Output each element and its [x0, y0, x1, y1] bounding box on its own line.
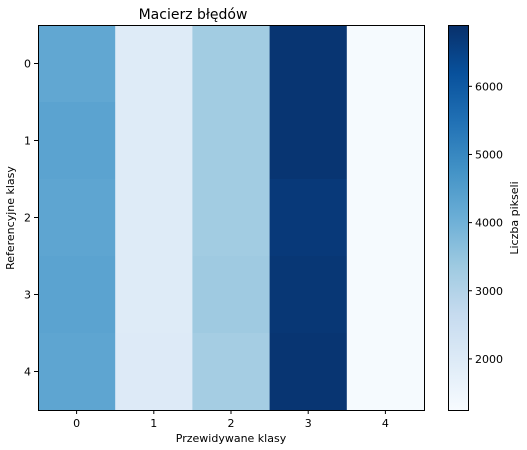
heatmap-cell — [115, 179, 193, 257]
heatmap-cell — [38, 256, 116, 334]
heatmap-cell — [192, 102, 271, 180]
heatmap-cell — [38, 333, 116, 411]
heatmap-cell — [346, 179, 425, 257]
y-tick-label: 1 — [24, 135, 31, 148]
heatmap-cell — [115, 333, 193, 411]
heatmap-cell — [38, 102, 116, 180]
colorbar — [448, 25, 469, 411]
x-axis-label: Przewidywane klasy — [176, 432, 287, 445]
heatmap-cell — [192, 333, 271, 411]
heatmap-cell — [269, 179, 348, 257]
heatmap-cell — [115, 25, 193, 103]
heatmap-cell — [192, 25, 271, 103]
y-tick-label: 0 — [24, 58, 31, 71]
colorbar-tick-label: 6000 — [475, 80, 503, 93]
y-axis-label: Referencyjne klasy — [4, 166, 17, 270]
chart-title: Macierz błędów — [139, 7, 248, 23]
colorbar-tick-label: 4000 — [475, 217, 503, 230]
y-tick-label: 3 — [24, 289, 31, 302]
y-tick-label: 4 — [24, 366, 31, 379]
x-tick-label: 0 — [73, 417, 80, 430]
colorbar-tick-label: 5000 — [475, 148, 503, 161]
colorbar-tick-label: 2000 — [475, 353, 503, 366]
heatmap-cell — [346, 25, 425, 103]
heatmap-cell — [192, 256, 271, 334]
heatmap-cell — [346, 256, 425, 334]
heatmap-cell — [115, 102, 193, 180]
heatmap-cell — [269, 102, 348, 180]
heatmap-cell — [38, 25, 116, 103]
colorbar-label: Liczba pikseli — [508, 181, 521, 254]
heatmap-cell — [269, 256, 348, 334]
x-tick-label: 3 — [305, 417, 312, 430]
colorbar-tick-label: 3000 — [475, 285, 503, 298]
colorbar-ticks: 2000 3000 4000 5000 6000 — [468, 80, 503, 366]
heatmap-cell — [269, 333, 348, 411]
x-axis-ticks: 0 1 2 3 4 — [73, 410, 389, 430]
heatmap-cell — [115, 256, 193, 334]
heatmap-cells — [38, 25, 425, 411]
heatmap-cell — [346, 102, 425, 180]
x-tick-label: 2 — [228, 417, 235, 430]
heatmap-cell — [269, 25, 348, 103]
y-tick-label: 2 — [24, 212, 31, 225]
heatmap-cell — [346, 333, 425, 411]
y-axis-ticks: 0 1 2 3 4 — [24, 58, 38, 379]
heatmap-cell — [38, 179, 116, 257]
x-tick-label: 4 — [382, 417, 389, 430]
heatmap-cell — [192, 179, 271, 257]
x-tick-label: 1 — [150, 417, 157, 430]
